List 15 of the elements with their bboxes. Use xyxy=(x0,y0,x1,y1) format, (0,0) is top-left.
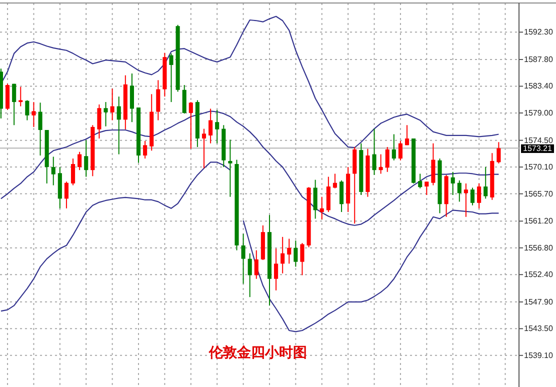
y-tick-label: 1583.40 xyxy=(524,82,554,91)
text: 伦敦金四小时图 xyxy=(208,344,307,361)
y-tick-label: 1552.40 xyxy=(524,270,554,280)
y-tick-label: 1592.30 xyxy=(524,28,554,37)
y-tick-label: 1556.80 xyxy=(524,243,554,252)
y-tick-label: 1565.70 xyxy=(524,189,554,198)
y-tick-label: 1570.10 xyxy=(524,162,554,172)
y-tick-label: 1539.10 xyxy=(524,350,554,360)
y-tick-label: 1543.50 xyxy=(524,324,554,334)
y-tick-label: 1574.50 xyxy=(524,136,554,145)
y-tick-label: 1587.80 xyxy=(524,55,554,64)
y-tick-label: 1547.90 xyxy=(524,297,554,306)
ref-line-label: 1573.21 xyxy=(523,144,552,154)
y-tick-label: 1561.20 xyxy=(524,216,554,226)
y-tick-label: 1579.00 xyxy=(524,108,554,118)
